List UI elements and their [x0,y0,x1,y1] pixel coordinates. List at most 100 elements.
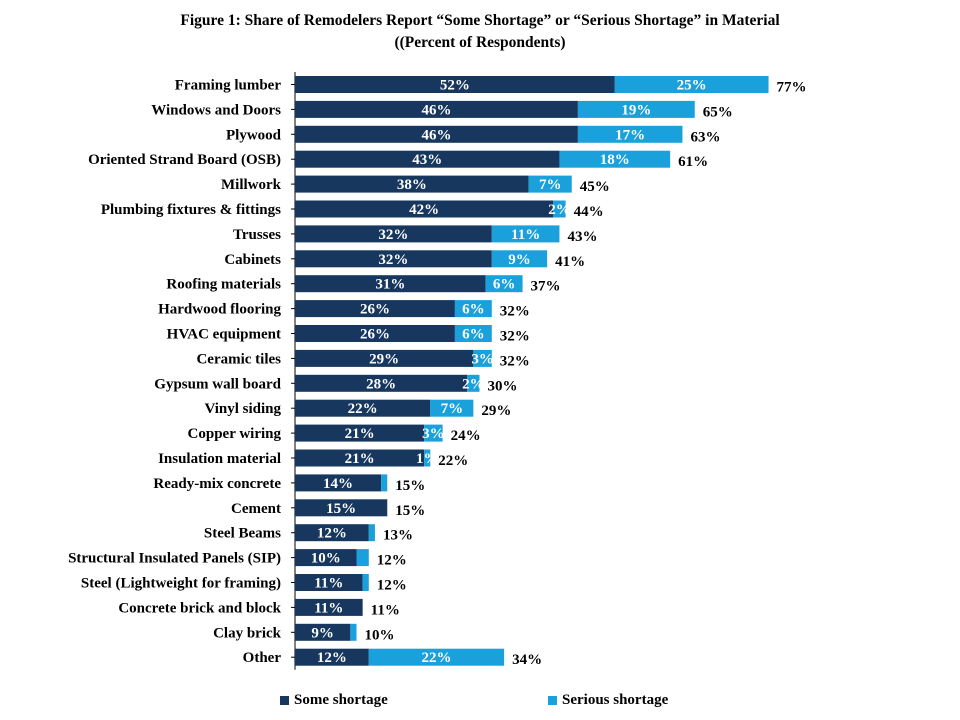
category-label: Roofing materials [166,277,281,293]
bar-serious-shortage [485,275,523,293]
data-label-serious: 1% [416,451,439,467]
data-label-total: 65% [703,104,733,120]
bar-serious-shortage [381,474,388,492]
bar-some-shortage [295,399,431,417]
bar-serious-shortage [362,574,369,591]
category-label: Framing lumber [175,78,282,94]
data-label-total: 12% [377,578,407,594]
data-label-total: 45% [580,179,610,195]
bar-serious-shortage [454,300,492,318]
legend-swatch-serious [548,696,557,705]
data-label-some: 9% [311,625,334,641]
category-label: Oriented Strand Board (OSB) [88,152,281,168]
data-label-total: 29% [481,403,511,419]
category-label: Insulation material [158,451,281,467]
data-label-total: 43% [567,229,597,245]
category-label: Plywood [226,127,282,143]
data-label-total: 32% [500,353,530,369]
data-label-serious: 9% [508,252,531,268]
data-label-some: 32% [378,252,408,268]
category-label: Trusses [233,227,281,243]
data-label-total: 41% [555,254,585,270]
bar-serious-shortage [553,200,566,218]
bar-serious-shortage [467,374,480,392]
data-label-total: 32% [500,329,530,345]
data-label-some: 46% [421,127,451,143]
data-label-some: 14% [323,476,353,492]
data-label-serious: 19% [621,102,651,118]
data-label-some: 21% [345,426,375,442]
data-label-total: 10% [365,627,395,643]
data-label-some: 32% [378,227,408,243]
data-label-serious: 6% [462,327,485,343]
data-label-serious: 17% [615,127,645,143]
bar-serious-shortage [528,175,572,193]
legend-serious-shortage: Serious shortage [548,692,668,709]
data-label-total: 30% [488,378,518,394]
data-label-some: 22% [348,401,378,417]
bar-some-shortage [295,648,369,666]
data-label-serious: 3% [471,351,494,367]
bar-serious-shortage [356,549,369,567]
data-label-some: 28% [366,376,396,392]
data-label-serious: 7% [441,401,464,417]
category-label: Ceramic tiles [196,351,281,367]
data-label-total: 15% [395,478,425,494]
data-label-some: 31% [375,277,405,293]
data-label-total: 24% [451,428,481,444]
bar-serious-shortage [577,100,695,118]
category-label: Hardwood flooring [158,302,281,318]
shortage-bar-chart: Framing lumber 52% 25% 77% Windows and Doors… [68,72,807,670]
legend-label-serious: Serious shortage [562,692,669,708]
category-label: Vinyl siding [204,401,281,417]
data-label-total: 34% [512,652,542,668]
bar-serious-shortage [454,325,492,342]
data-label-serious: 6% [493,277,516,293]
data-label-some: 21% [345,451,375,467]
data-label-serious: 2% [462,376,485,392]
category-label: Gypsum wall board [154,376,281,392]
data-label-serious: 3% [422,426,445,442]
bar-serious-shortage [368,648,505,666]
data-label-serious: 18% [600,152,630,168]
data-label-some: 15% [326,501,356,517]
category-label: Windows and Doors [151,102,281,118]
bar-some-shortage [295,474,382,492]
data-label-serious: 2% [548,202,571,218]
bar-some-shortage [295,225,492,243]
bar-some-shortage [295,100,578,118]
bar-some-shortage [295,300,455,318]
bar-some-shortage [295,598,363,616]
category-label: Other [243,650,282,666]
bar-serious-shortage [559,150,671,168]
bar-some-shortage [295,76,615,93]
data-label-some: 26% [360,302,390,318]
data-label-some: 12% [317,526,347,542]
bar-some-shortage [295,499,388,517]
bar-serious-shortage [491,225,560,243]
category-label: Steel (Lightweight for framing) [81,576,281,592]
data-label-serious: 7% [539,177,562,193]
bar-some-shortage [295,424,425,442]
bar-some-shortage [295,250,492,268]
category-label: Concrete brick and block [118,600,281,616]
category-label: Millwork [221,177,282,193]
legend-some-shortage: Some shortage [280,692,388,709]
category-label: Copper wiring [188,426,282,442]
data-label-some: 46% [421,102,451,118]
bar-serious-shortage [614,76,769,93]
bar-some-shortage [295,374,468,392]
chart-subtitle: ((Percent of Respondents) [394,34,566,51]
data-label-some: 12% [317,650,347,666]
data-label-total: 22% [438,453,468,469]
category-label: Structural Insulated Panels (SIP) [68,551,281,567]
category-label: Ready-mix concrete [153,476,281,492]
data-label-some: 29% [369,351,399,367]
bar-some-shortage [295,549,357,567]
data-label-total: 12% [377,553,407,569]
bar-some-shortage [295,175,529,193]
data-label-some: 10% [311,551,341,567]
data-label-serious: 11% [511,227,540,243]
data-label-total: 63% [690,129,720,145]
category-label: Clay brick [213,625,282,641]
